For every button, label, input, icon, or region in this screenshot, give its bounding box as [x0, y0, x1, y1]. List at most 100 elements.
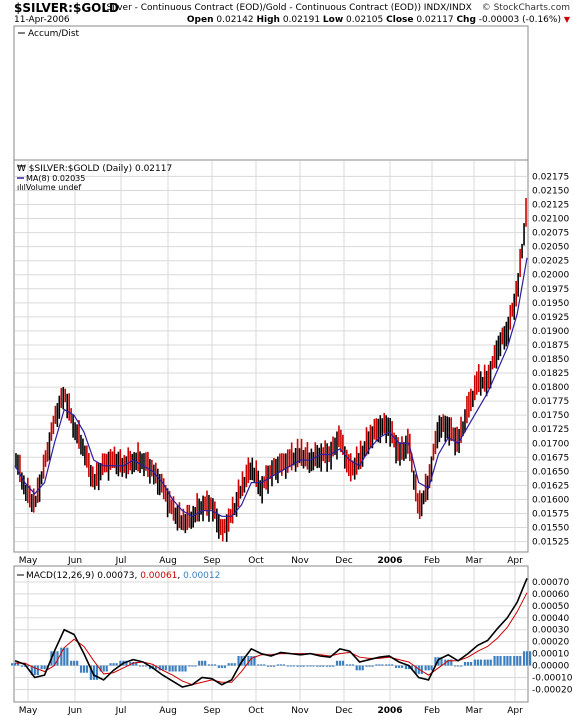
- price-y-tick-label: 0.01750: [532, 411, 569, 421]
- macd-histogram-bar: [154, 665, 158, 670]
- macd-y-tick-label: -0.00020: [532, 685, 573, 695]
- macd-histogram-bar: [148, 665, 152, 670]
- price-y-tick-label: 0.02050: [532, 243, 569, 253]
- open-label: Open: [186, 15, 214, 25]
- macd-x-axis: May Jun Jul Aug Sep Oct Nov Dec 2006 Feb Mar Apr: [19, 706, 523, 716]
- macd-histogram-bar: [20, 665, 24, 667]
- macd-line: [14, 578, 528, 688]
- macd-histogram-bar: [204, 660, 207, 666]
- price-y-tick-label: 0.01900: [532, 327, 569, 337]
- down-arrow-icon: ▼: [563, 15, 570, 24]
- x-tick-label: 2006: [377, 706, 402, 716]
- macd-histogram-bar: [335, 660, 339, 666]
- macd-histogram-bar: [171, 665, 174, 672]
- price-panel: 0.02175 0.02150 0.02125 0.02100 0.02075 0.020…: [13, 159, 569, 566]
- macd-histogram-bar: [457, 665, 460, 667]
- macd-histogram-bar: [119, 660, 122, 666]
- x-tick-label: Apr: [507, 556, 523, 566]
- price-y-axis: 0.02175 0.02150 0.02125 0.02100 0.02075 0.020…: [532, 172, 569, 547]
- price-y-tick-label: 0.02125: [532, 201, 569, 211]
- macd-histogram-bar: [385, 664, 388, 666]
- macd-histogram-bar: [286, 665, 289, 667]
- macd-histogram-bar: [519, 656, 522, 666]
- x-tick-label: Feb: [424, 556, 440, 566]
- macd-y-tick-label: 0.00020: [532, 638, 569, 648]
- x-tick-label: Oct: [248, 706, 264, 716]
- ohlc-readout: Open 0.02142 High 0.02191 Low 0.02105 Cl…: [187, 15, 570, 25]
- macd-histogram-bar: [476, 659, 479, 666]
- price-y-tick-label: 0.02150: [532, 186, 569, 196]
- macd-y-tick-label: 0.00070: [532, 578, 569, 588]
- macd-y-tick-label: 0.00000: [532, 662, 569, 672]
- macd-histogram-bar: [43, 665, 46, 670]
- macd-histogram-bar: [73, 660, 76, 666]
- macd-histogram-bar: [509, 656, 512, 666]
- macd-histogram-bar: [26, 665, 30, 667]
- x-tick-label: Dec: [335, 706, 352, 716]
- chart-header: $SILVER:$GOLD (Silver - Continuous Contr…: [0, 0, 573, 26]
- close-label: Close: [386, 15, 414, 25]
- macd-histogram-bar: [338, 660, 342, 666]
- macd-histogram-bar: [99, 665, 102, 672]
- x-tick-label: Feb: [424, 706, 440, 716]
- x-tick-label: May: [19, 706, 38, 716]
- macd-histogram-bar: [201, 660, 204, 666]
- price-y-tick-label: 0.01925: [532, 313, 569, 323]
- x-tick-label: Sep: [204, 706, 221, 716]
- macd-histogram-bar: [513, 656, 516, 666]
- price-y-tick-label: 0.02175: [532, 172, 569, 182]
- macd-histogram-bar: [483, 659, 486, 666]
- macd-histogram-bar: [361, 665, 364, 671]
- x-tick-label: Jun: [67, 706, 82, 716]
- macd-histogram-bar: [450, 659, 453, 666]
- ma-legend: MA(8) 0.02035: [26, 174, 85, 183]
- macd-histogram-bar: [23, 665, 27, 667]
- macd-histogram-bar: [326, 665, 329, 667]
- macd-y-tick-label: 0.00050: [532, 602, 569, 612]
- chg-label: Chg: [456, 15, 476, 25]
- macd-histogram-bar: [125, 660, 128, 666]
- macd-histogram-bar: [14, 663, 17, 666]
- macd-histogram-bar: [526, 651, 529, 666]
- macd-histogram-bar: [53, 651, 56, 666]
- volume-legend: ılılVolume undef: [17, 183, 81, 192]
- x-tick-label: Aug: [159, 706, 177, 716]
- macd-histogram-bar: [341, 660, 345, 666]
- macd-histogram-bar: [79, 665, 83, 673]
- macd-histogram-bar: [312, 665, 315, 667]
- macd-histogram-bar: [129, 661, 132, 666]
- price-y-tick-label: 0.01975: [532, 285, 569, 295]
- price-y-tick-label: 0.01700: [532, 439, 569, 449]
- macd-histogram-bar: [112, 663, 115, 666]
- macd-histogram-bar: [316, 665, 319, 667]
- macd-histogram-bar: [529, 651, 532, 666]
- price-y-tick-label: 0.01550: [532, 524, 569, 534]
- x-tick-label: Jul: [115, 706, 127, 716]
- macd-histogram-bar: [109, 663, 112, 666]
- macd-histogram-bar: [188, 665, 191, 667]
- quote-date: 11-Apr-2006: [14, 15, 70, 25]
- price-y-tick-label: 0.01525: [532, 538, 569, 548]
- macd-histogram-bar: [253, 656, 256, 666]
- low-label: Low: [322, 15, 344, 25]
- macd-histogram-bar: [164, 665, 167, 671]
- macd-histogram-bar: [368, 665, 371, 667]
- macd-histogram-bar: [516, 656, 519, 666]
- macd-histogram-bar: [414, 665, 417, 674]
- macd-legend-v1: 0.00073: [97, 571, 134, 581]
- macd-histogram-bar: [36, 665, 39, 676]
- x-tick-label: Oct: [248, 556, 264, 566]
- macd-histogram-bar: [460, 665, 463, 667]
- macd-histogram-bar: [168, 665, 171, 672]
- macd-histogram-bar: [17, 663, 20, 666]
- macd-histogram: [11, 647, 532, 680]
- macd-histogram-bar: [158, 665, 161, 671]
- macd-y-tick-label: 0.00010: [532, 650, 569, 660]
- macd-histogram-bar: [430, 665, 433, 671]
- price-y-tick-label: 0.01600: [532, 495, 569, 505]
- source-credit[interactable]: © StockCharts.com: [481, 3, 570, 13]
- x-tick-label: Mar: [466, 556, 483, 566]
- accum-dist-label: Accum/Dist: [28, 29, 80, 39]
- macd-histogram-bar: [181, 665, 184, 672]
- chg-value: -0.00003 (-0.16%): [478, 15, 561, 25]
